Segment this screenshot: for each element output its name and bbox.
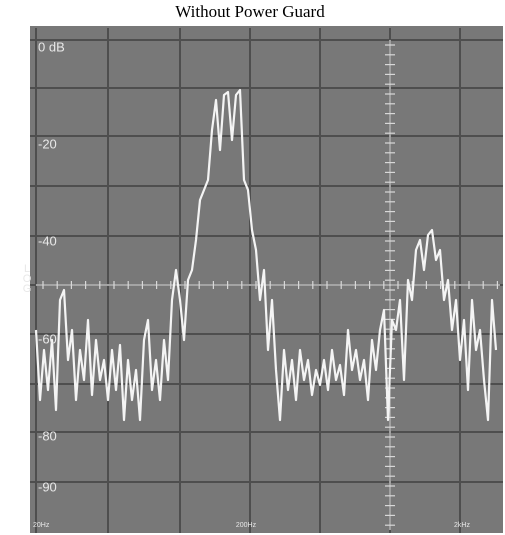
y-label: -60	[38, 331, 57, 346]
y-label: -40	[38, 233, 57, 248]
title: Without Power Guard	[175, 2, 325, 21]
center-ticks	[36, 40, 500, 530]
screen	[30, 26, 503, 533]
spectrum-trace	[34, 88, 498, 422]
y-label: -90	[38, 479, 57, 494]
x-label: 20Hz	[33, 522, 50, 529]
side-label: LOG	[21, 263, 33, 293]
x-label: 200Hz	[236, 522, 257, 529]
y-label: -20	[38, 136, 57, 151]
y-label: -80	[38, 428, 57, 443]
y-label: 0 dB	[38, 39, 65, 54]
x-label: 2kHz	[454, 522, 470, 529]
